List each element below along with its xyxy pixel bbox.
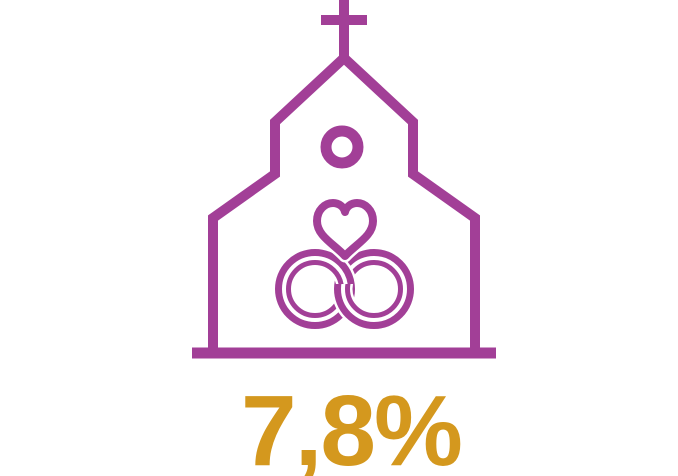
right-ring [331,246,417,332]
church-icon-strokes [192,0,496,359]
church-outline [208,51,480,353]
window-circle [320,125,364,169]
church-wedding-icon [192,0,496,359]
wedding-rings-icon [275,246,417,332]
heart-icon [310,196,380,263]
statistic-value: 7,8% [241,375,463,476]
